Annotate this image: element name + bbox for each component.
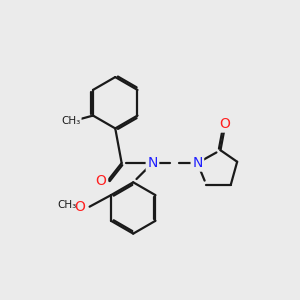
Text: CH₃: CH₃ (61, 116, 80, 126)
Text: N: N (192, 156, 203, 170)
Text: N: N (147, 156, 158, 170)
Text: O: O (96, 174, 106, 188)
Text: CH₃: CH₃ (58, 200, 77, 210)
Text: O: O (74, 200, 85, 214)
Text: O: O (219, 117, 230, 131)
